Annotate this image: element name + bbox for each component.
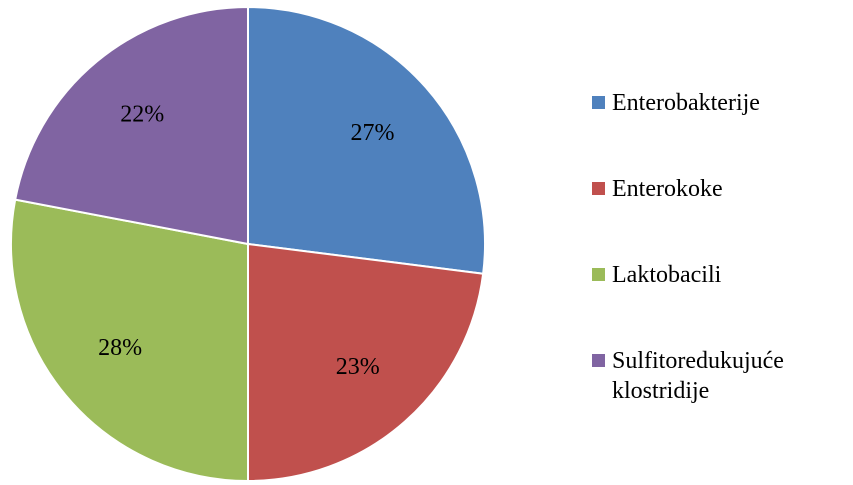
pie-data-label: 23% [336, 354, 380, 380]
legend-item-enterokoke: Enterokoke [592, 174, 723, 204]
legend-label: Laktobacili [612, 262, 722, 288]
legend-item-sulfitoredukujuce-klostridije: Sulfitoredukujuće klostridije [592, 346, 827, 406]
legend-label: Sulfitoredukujuće klostridije [612, 348, 784, 404]
legend-swatch [592, 182, 605, 195]
pie-slice-enterobakterije [247, 5, 486, 275]
pie-slices [10, 5, 486, 483]
pie-slice-enterokoke [247, 242, 485, 483]
legend-swatch [592, 96, 605, 109]
legend-label: Enterobakterije [612, 90, 760, 116]
legend-label: Enterokoke [612, 176, 723, 202]
legend-swatch [592, 354, 605, 367]
legend-item-laktobacili: Laktobacili [592, 260, 721, 290]
pie-slice-sulfitoredukuju-e-klostridije [14, 5, 249, 246]
legend-swatch [592, 268, 605, 281]
pie-data-label: 27% [350, 120, 394, 146]
pie-slice-laktobacili [10, 198, 249, 483]
pie-data-labels: 27% 23% 28% 22% [98, 102, 394, 380]
pie-data-label: 22% [120, 102, 164, 128]
legend-item-enterobakterije: Enterobakterije [592, 88, 760, 118]
pie-data-label: 28% [98, 335, 142, 361]
